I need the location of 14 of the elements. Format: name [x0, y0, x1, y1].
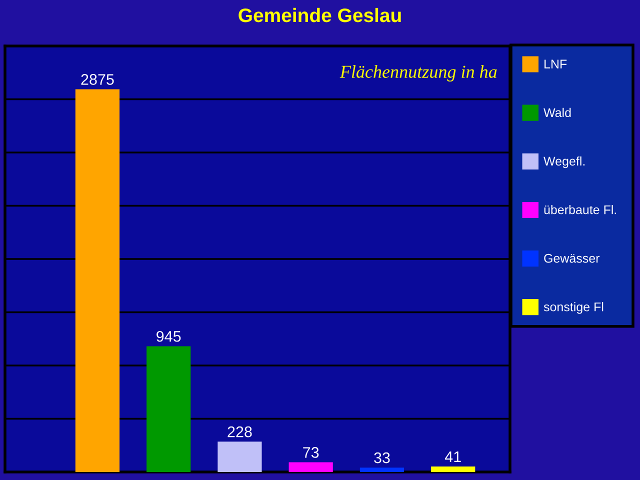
data-label: 73 — [303, 447, 319, 458]
legend-label: Gewässer — [544, 254, 600, 263]
data-label: 33 — [374, 452, 390, 464]
data-label: 2875 — [81, 74, 114, 85]
legend-label: überbaute Fl. — [544, 205, 616, 214]
legend-label: Wegefl. — [544, 156, 585, 168]
chart-title: Gemeinde Geslau — [238, 8, 401, 22]
legend-label: sonstige Fl — [544, 302, 604, 314]
legend-label: Wald — [544, 108, 571, 118]
data-label: 41 — [444, 451, 461, 462]
annotation: Flächennutzung in ha — [340, 65, 497, 82]
data-label: 228 — [228, 426, 252, 438]
data-label: 945 — [156, 330, 181, 342]
legend-label: LNF — [544, 60, 567, 68]
